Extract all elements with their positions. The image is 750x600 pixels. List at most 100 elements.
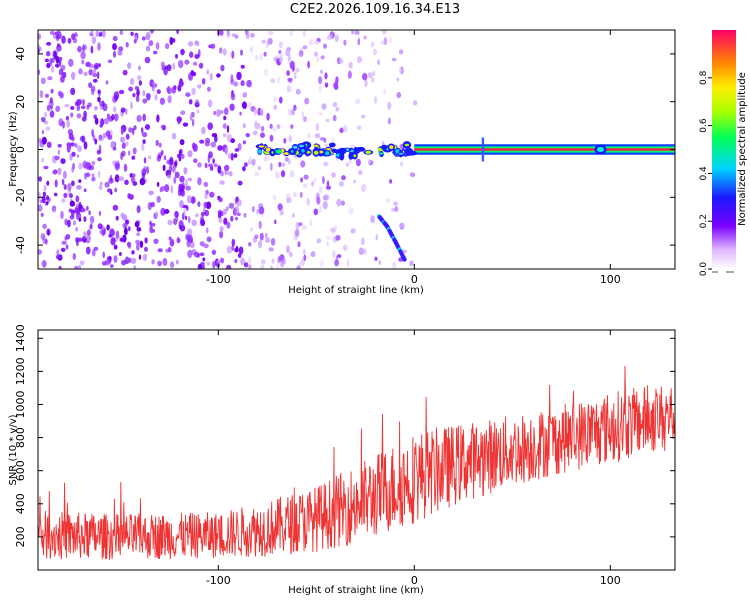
noise-speckle	[65, 244, 69, 250]
noise-speckle	[199, 252, 205, 257]
noise-speckle	[324, 82, 329, 88]
noise-speckle	[332, 114, 337, 122]
noise-speckle	[204, 162, 208, 169]
noise-speckle	[85, 61, 91, 67]
noise-speckle	[334, 34, 339, 43]
noise-speckle	[268, 247, 274, 252]
noise-speckle	[183, 167, 188, 175]
noise-speckle	[197, 177, 202, 186]
noise-speckle	[219, 180, 225, 185]
noise-speckle	[245, 32, 250, 40]
noise-speckle	[248, 264, 252, 269]
noise-speckle	[80, 208, 86, 213]
noise-speckle	[270, 78, 276, 84]
noise-speckle	[191, 118, 195, 127]
noise-speckle	[118, 252, 122, 256]
noise-speckle	[180, 48, 185, 56]
noise-speckle	[244, 162, 248, 168]
noise-speckle	[200, 211, 205, 217]
noise-speckle	[143, 157, 147, 164]
noise-speckle	[293, 104, 297, 111]
noise-speckle	[112, 146, 117, 151]
noise-speckle	[135, 239, 141, 245]
noise-speckle	[118, 176, 125, 182]
noise-speckle	[288, 158, 291, 165]
noise-speckle	[178, 183, 183, 192]
noise-speckle	[70, 142, 75, 147]
noise-speckle	[57, 143, 62, 148]
noise-speckle	[235, 205, 239, 214]
noise-speckle	[181, 191, 186, 197]
noise-speckle	[83, 71, 88, 77]
noise-speckle	[83, 172, 88, 180]
noise-speckle	[163, 155, 167, 161]
noise-speckle	[144, 56, 151, 64]
noise-speckle	[303, 248, 306, 255]
noise-speckle	[200, 219, 206, 227]
noise-speckle	[219, 30, 224, 36]
noise-speckle	[251, 206, 255, 213]
noise-speckle	[245, 133, 250, 138]
noise-speckle	[255, 122, 261, 130]
noise-speckle	[52, 169, 58, 175]
noise-speckle	[186, 228, 193, 237]
noise-speckle	[304, 97, 310, 105]
noise-speckle	[125, 108, 128, 115]
noise-speckle	[114, 113, 119, 122]
noise-speckle	[57, 43, 60, 48]
noise-speckle	[138, 80, 142, 86]
noise-speckle	[207, 86, 211, 92]
noise-speckle	[119, 237, 124, 242]
noise-speckle	[43, 120, 49, 125]
noise-speckle	[235, 216, 238, 221]
noise-speckle	[91, 129, 94, 137]
noise-speckle	[267, 37, 273, 45]
noise-speckle	[61, 178, 65, 186]
noise-speckle	[102, 103, 108, 112]
noise-speckle	[119, 30, 124, 35]
noise-speckle	[57, 167, 62, 176]
noise-speckle	[160, 61, 165, 67]
noise-speckle	[46, 104, 51, 112]
noise-speckle	[254, 234, 259, 239]
noise-speckle	[178, 224, 183, 230]
noise-speckle	[234, 247, 239, 253]
spectrogram-ytick-label: -20	[14, 188, 27, 206]
noise-speckle	[92, 134, 96, 142]
noise-speckle	[41, 158, 44, 163]
noise-speckle	[363, 35, 367, 40]
noise-speckle	[242, 92, 248, 98]
noise-speckle	[297, 241, 301, 248]
echo-cluster-blob	[349, 154, 353, 158]
snr-ytick-label: 600	[14, 460, 27, 481]
noise-speckle	[139, 177, 146, 186]
noise-speckle	[325, 241, 330, 247]
noise-speckle	[71, 180, 75, 187]
noise-speckle	[350, 30, 355, 35]
noise-speckle	[320, 69, 323, 74]
noise-speckle	[170, 185, 174, 194]
noise-speckle	[64, 235, 68, 241]
noise-speckle	[270, 265, 273, 269]
noise-speckle	[150, 201, 155, 208]
noise-speckle	[285, 47, 291, 54]
noise-speckle	[91, 249, 96, 257]
noise-speckle	[133, 39, 137, 44]
noise-speckle	[293, 72, 297, 80]
noise-speckle	[191, 219, 197, 227]
noise-speckle	[136, 75, 142, 81]
noise-speckle	[98, 210, 102, 216]
colorbar-tick-label: 0.4	[699, 166, 709, 181]
echo-cluster-blob	[365, 150, 372, 154]
noise-speckle	[197, 162, 202, 168]
noise-speckle	[46, 141, 52, 148]
noise-speckle	[167, 219, 173, 226]
noise-speckle	[49, 59, 53, 67]
noise-speckle	[94, 62, 100, 69]
noise-speckle	[148, 155, 152, 160]
noise-speckle	[212, 158, 215, 164]
echo-cluster-blob	[354, 149, 358, 152]
noise-speckle	[92, 69, 97, 74]
noise-speckle	[131, 155, 136, 160]
noise-speckle	[313, 208, 319, 216]
